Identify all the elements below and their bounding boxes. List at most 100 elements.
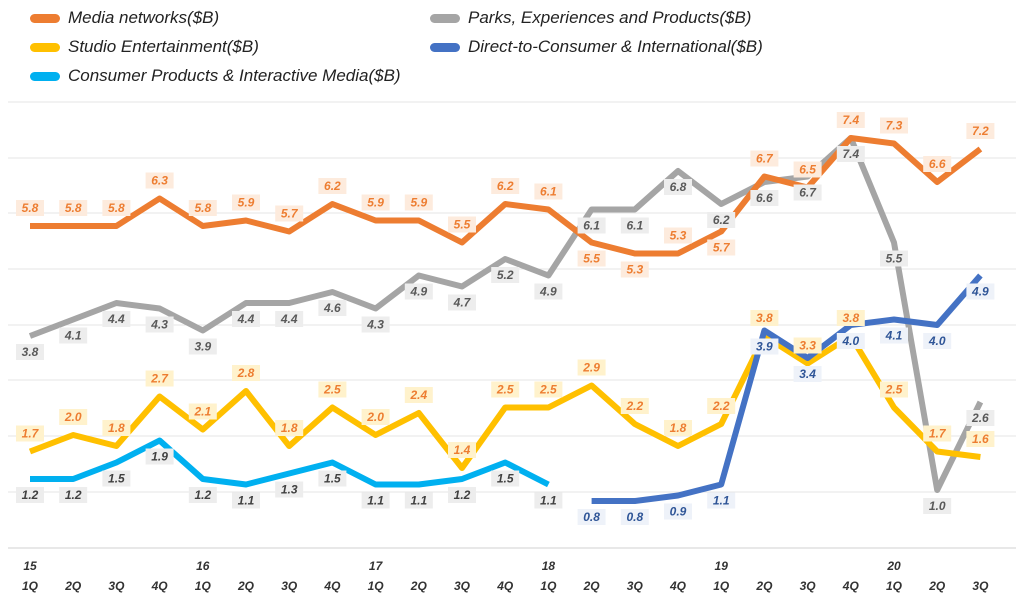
data-label: 3.8 [836, 310, 865, 326]
data-label: 1.1 [707, 492, 736, 509]
data-label-text: 6.7 [756, 152, 774, 166]
data-label: 1.6 [966, 431, 995, 447]
x-tick-quarter: 4Q [669, 579, 687, 593]
data-label-bg [491, 470, 520, 487]
data-label: 4.4 [102, 311, 131, 327]
data-label: 1.5 [102, 470, 131, 487]
data-label: 3.8 [750, 310, 779, 326]
legend-item-consumer-products: Consumer Products & Interactive Media($B… [30, 66, 401, 86]
data-label-text: 5.8 [194, 201, 211, 215]
data-label-text: 4.4 [237, 312, 255, 326]
data-label-text: 1.1 [238, 494, 255, 508]
data-label: 5.8 [102, 200, 131, 216]
data-label-text: 1.5 [108, 472, 125, 486]
data-label-bg [620, 217, 649, 234]
data-label: 2.0 [361, 409, 390, 425]
data-label-text: 2.8 [237, 366, 255, 380]
data-label-bg [318, 300, 347, 316]
data-label: 1.5 [318, 470, 347, 487]
data-label-bg [923, 498, 952, 514]
x-tick-year: 18 [542, 559, 556, 573]
data-label: 2.0 [59, 409, 88, 425]
x-tick-quarter: 2Q [928, 579, 946, 593]
data-label-bg [145, 370, 174, 387]
data-label: 2.9 [577, 359, 606, 376]
data-label: 5.3 [620, 261, 649, 278]
data-label-bg [664, 227, 692, 244]
data-label-text: 4.4 [280, 312, 298, 326]
data-label-text: 3.8 [22, 345, 39, 359]
data-label-text: 6.8 [670, 180, 687, 194]
data-label: 2.2 [707, 398, 736, 414]
data-label: 5.7 [707, 239, 736, 256]
data-label: 6.7 [750, 150, 779, 167]
legend-swatch [430, 13, 460, 23]
data-label: 1.8 [275, 420, 304, 436]
data-label: 1.2 [59, 487, 88, 503]
data-label: 4.9 [966, 283, 995, 300]
data-label-text: 4.9 [539, 285, 557, 299]
data-label-text: 1.2 [22, 488, 39, 502]
data-label-bg [793, 366, 822, 382]
x-tick-quarter: 1Q [540, 579, 557, 593]
data-label-bg [620, 509, 649, 525]
data-label-bg [577, 509, 606, 525]
x-tick-quarter: 1Q [886, 579, 903, 593]
data-label: 6.2 [491, 178, 520, 194]
data-label-bg [232, 194, 260, 211]
data-label-bg [836, 146, 865, 162]
data-label-text: 4.1 [885, 329, 903, 343]
x-tick-quarter: 3Q [972, 579, 989, 593]
x-tick-quarter: 1Q [368, 579, 385, 593]
data-label-text: 3.9 [756, 340, 773, 354]
data-label: 1.8 [664, 420, 692, 436]
data-label-bg [664, 503, 692, 520]
data-label-bg [966, 283, 995, 300]
legend-label: Direct-to-Consumer & International($B) [468, 37, 763, 56]
data-label-bg [491, 178, 520, 194]
legend-swatch [30, 13, 60, 23]
data-label-bg [145, 448, 174, 465]
data-label: 4.4 [275, 311, 304, 327]
data-label: 3.8 [16, 344, 44, 360]
data-label-text: 1.2 [194, 488, 211, 502]
data-label-text: 6.6 [756, 191, 773, 205]
data-label-text: 5.7 [281, 207, 299, 221]
data-label: 1.2 [188, 487, 217, 503]
data-label: 2.5 [318, 381, 347, 398]
data-label-text: 2.5 [496, 383, 514, 397]
data-label-bg [836, 333, 865, 349]
legend-label: Consumer Products & Interactive Media($B… [68, 66, 401, 85]
x-tick-quarter: 3Q [108, 579, 125, 593]
data-label: 1.2 [16, 487, 44, 503]
data-label-bg [793, 337, 822, 354]
data-label: 6.6 [923, 156, 952, 172]
data-label-bg [534, 492, 563, 509]
data-label: 4.9 [404, 283, 433, 300]
data-label-bg [750, 310, 779, 326]
data-label-bg [966, 123, 995, 139]
x-tick-quarter: 4Q [151, 579, 169, 593]
data-label-text: 0.9 [670, 505, 687, 519]
data-label-text: 6.1 [626, 219, 643, 233]
data-label-text: 1.9 [151, 450, 168, 464]
data-label-bg [318, 381, 347, 398]
x-tick-quarter: 1Q [22, 579, 39, 593]
data-label-bg [404, 492, 433, 509]
data-label-text: 5.3 [670, 229, 687, 243]
data-label: 5.8 [188, 200, 217, 216]
data-label-bg [966, 410, 995, 426]
data-label-text: 3.8 [842, 311, 859, 325]
data-label-text: 5.5 [886, 252, 903, 266]
x-tick-quarter: 3Q [627, 579, 644, 593]
data-label-bg [318, 470, 347, 487]
data-label-bg [836, 310, 865, 326]
data-label-bg [361, 492, 390, 509]
data-label-bg [361, 316, 390, 333]
data-label-bg [880, 327, 908, 344]
data-label-text: 1.6 [972, 432, 989, 446]
data-label-bg [707, 239, 736, 256]
data-label-bg [232, 492, 260, 509]
data-label: 5.3 [664, 227, 692, 244]
data-label-bg [361, 409, 390, 425]
